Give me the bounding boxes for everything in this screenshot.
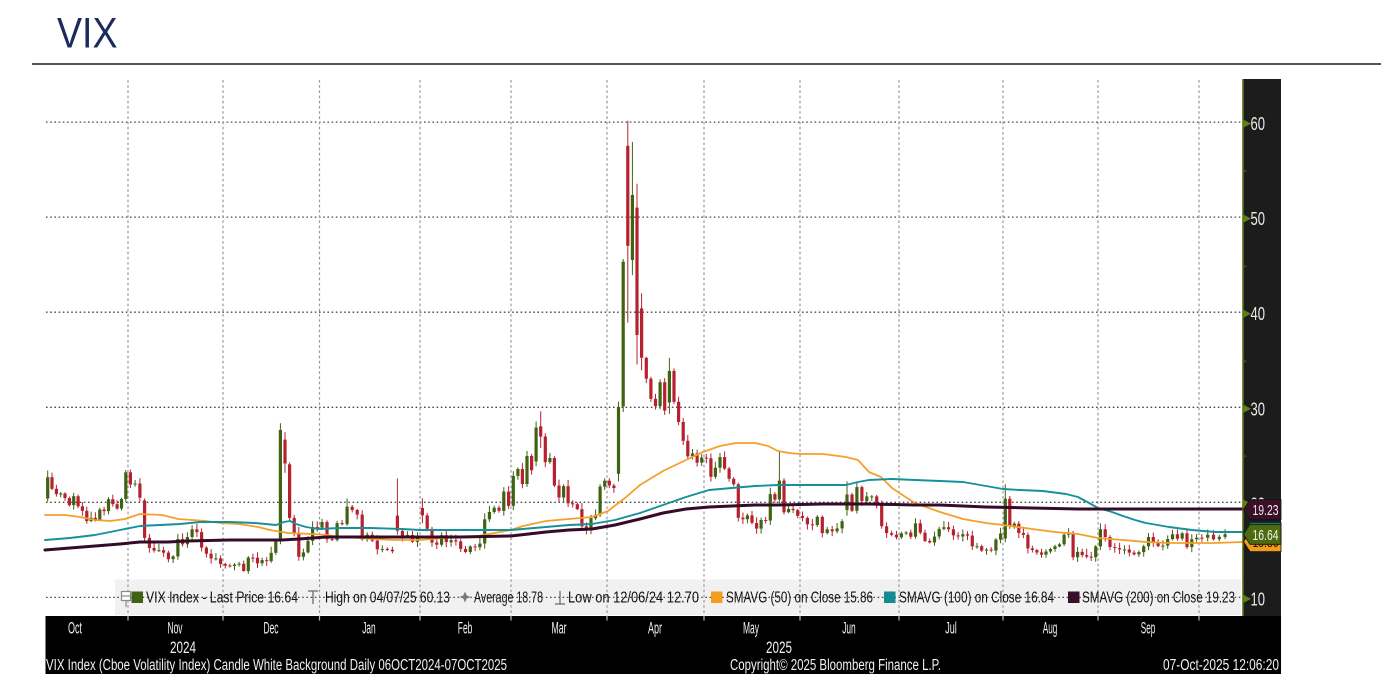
svg-text:50: 50	[1251, 209, 1266, 229]
svg-text:VIX Index - Last Price 16.64: VIX Index - Last Price 16.64	[146, 590, 298, 607]
svg-text:SMAVG (50) on Close 15.86: SMAVG (50) on Close 15.86	[726, 590, 873, 607]
svg-text:19.23: 19.23	[1253, 502, 1279, 519]
svg-text:Average 18.78: Average 18.78	[474, 590, 543, 607]
svg-text:60: 60	[1251, 114, 1266, 134]
svg-text:SMAVG (100) on Close 16.84: SMAVG (100) on Close 16.84	[899, 590, 1054, 607]
svg-text:May: May	[743, 619, 759, 638]
svg-text:07-Oct-2025 12:06:20: 07-Oct-2025 12:06:20	[1163, 657, 1279, 674]
svg-text:High on 04/07/25 60.13: High on 04/07/25 60.13	[325, 590, 450, 607]
svg-text:Feb: Feb	[458, 619, 473, 638]
svg-text:Aug: Aug	[1043, 619, 1058, 638]
svg-text:Copyright© 2025 Bloomberg Fina: Copyright© 2025 Bloomberg Finance L.P.	[730, 657, 941, 674]
svg-text:Nov: Nov	[168, 619, 183, 638]
svg-text:Jul: Jul	[945, 619, 957, 638]
svg-text:16.64: 16.64	[1253, 527, 1279, 544]
svg-text:Apr: Apr	[648, 619, 662, 638]
svg-text:Dec: Dec	[264, 619, 279, 638]
svg-text:Oct: Oct	[68, 619, 82, 638]
svg-text:Sep: Sep	[1141, 619, 1156, 638]
svg-text:10: 10	[1251, 589, 1266, 609]
svg-text:Jun: Jun	[842, 619, 856, 638]
svg-text:2025: 2025	[766, 638, 792, 657]
svg-text:SMAVG (200) on Close 19.23: SMAVG (200) on Close 19.23	[1082, 590, 1235, 607]
svg-text:40: 40	[1251, 304, 1266, 324]
svg-text:VIX Index (Cboe Volatility Ind: VIX Index (Cboe Volatility Index) Candle…	[46, 657, 507, 674]
svg-text:VIX: VIX	[57, 10, 118, 58]
svg-text:30: 30	[1251, 399, 1266, 419]
svg-text:2024: 2024	[170, 638, 196, 657]
svg-text:Low on 12/06/24 12.70: Low on 12/06/24 12.70	[568, 590, 699, 607]
svg-text:Jan: Jan	[362, 619, 376, 638]
svg-text:Mar: Mar	[552, 619, 567, 638]
